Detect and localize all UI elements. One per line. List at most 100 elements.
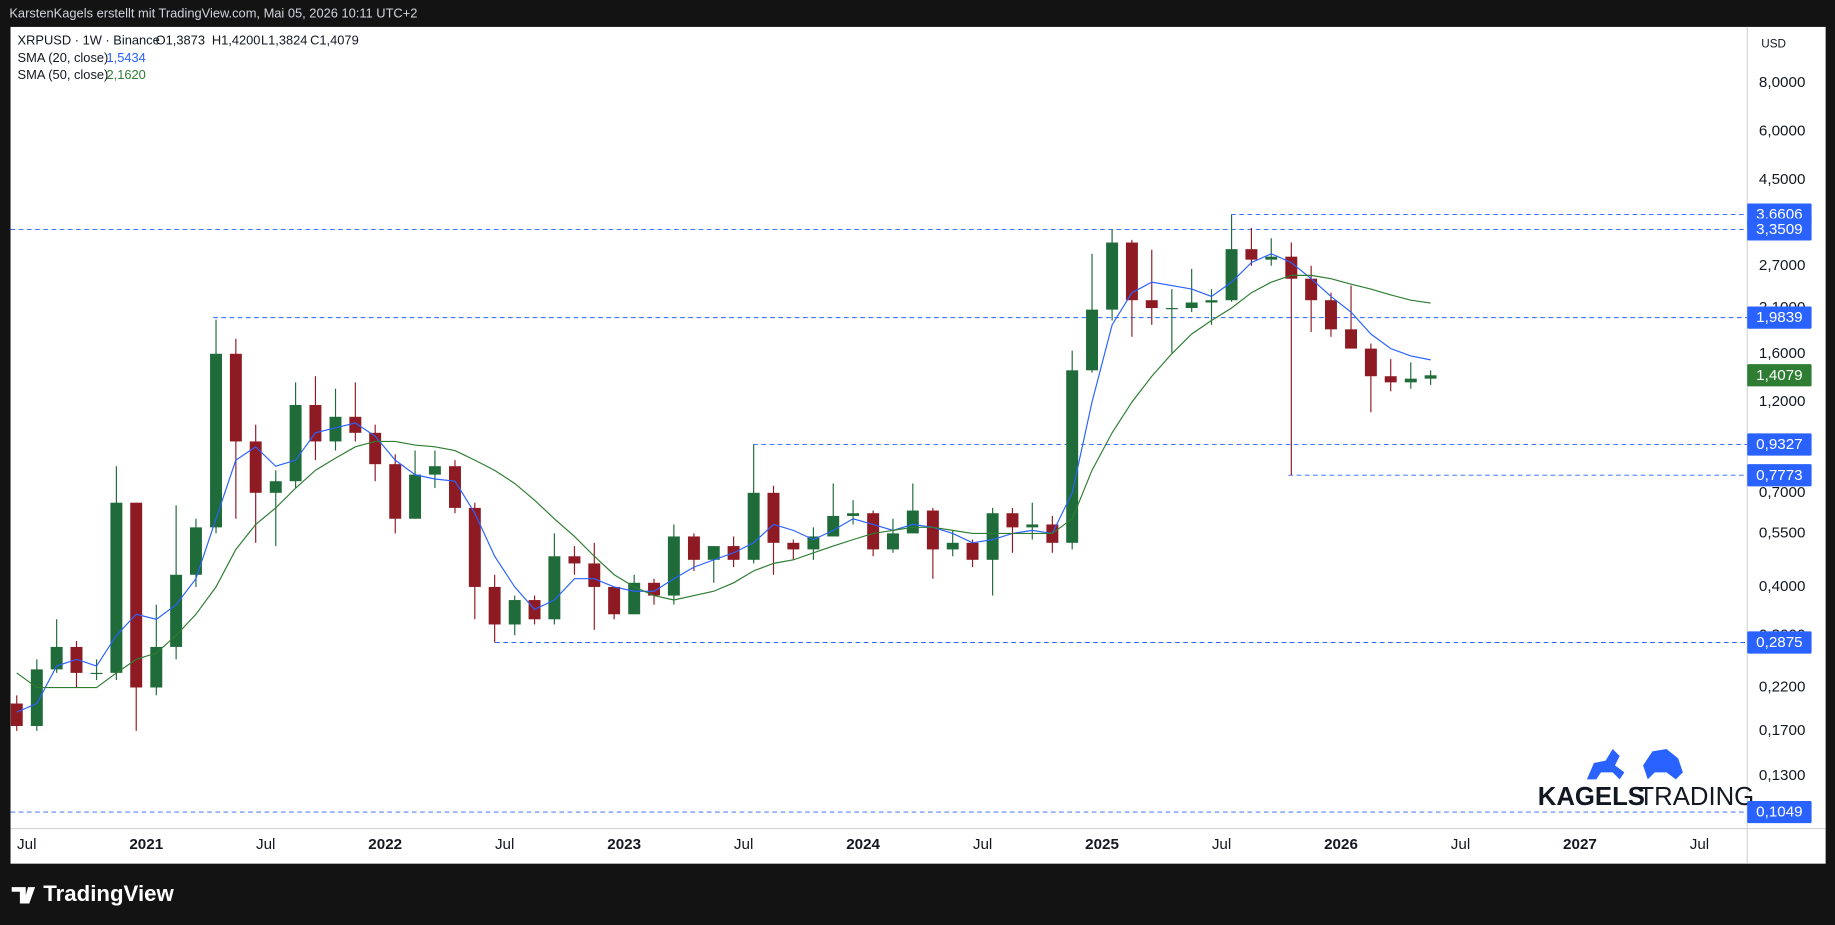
y-tick-label: 0,1700 <box>1759 722 1806 739</box>
y-tick-label: 0,1300 <box>1759 767 1806 784</box>
candle-body <box>787 542 800 550</box>
candle-body <box>687 536 700 560</box>
candle-body <box>50 646 63 670</box>
x-tick-label: Jul <box>973 836 992 853</box>
candle-body <box>289 404 302 482</box>
attribution: KarstenKagels erstellt mit TradingView.c… <box>9 5 417 20</box>
candle-body <box>588 563 601 587</box>
candle-body <box>1006 513 1019 528</box>
y-tick-label: 1,2000 <box>1759 393 1806 410</box>
candle-body <box>409 474 422 519</box>
candle-body <box>170 574 183 647</box>
x-tick-label: 2024 <box>846 836 880 853</box>
x-tick-label: Jul <box>734 836 753 853</box>
candle-body <box>150 646 163 688</box>
level-label: 0,9327 <box>1756 436 1803 453</box>
candle-body <box>887 533 899 550</box>
x-tick-label: 2023 <box>607 836 641 853</box>
candle-body <box>1424 375 1437 379</box>
candle-body <box>428 466 441 475</box>
candle-body <box>1225 249 1238 301</box>
candle-body <box>210 353 223 528</box>
x-tick-label: 2027 <box>1563 836 1597 853</box>
footer-brand: TradingView <box>43 881 174 906</box>
candle-body <box>906 510 919 534</box>
candle-body <box>369 432 382 465</box>
ohlc-label: H1,4200 <box>212 32 261 47</box>
panel <box>10 26 1826 864</box>
x-tick-label: Jul <box>495 836 514 853</box>
candle-body <box>468 507 481 587</box>
x-tick-label: 2021 <box>129 836 163 853</box>
candle-body <box>1384 376 1397 383</box>
candle-body <box>867 513 880 550</box>
level-label: 0,1049 <box>1756 804 1803 821</box>
candle-body <box>1305 278 1318 301</box>
watermark-regular: TRADING <box>1638 783 1754 811</box>
candle-body <box>747 492 760 560</box>
candle-body <box>1265 256 1278 260</box>
candle-body <box>1185 302 1198 309</box>
candle-body <box>1325 300 1337 330</box>
candle-body <box>449 466 461 508</box>
level-label-box <box>1747 306 1812 329</box>
candle-body <box>807 536 820 550</box>
symbol: XRPUSD · 1W · Binance <box>18 32 160 47</box>
x-tick-label: Jul <box>1690 836 1709 853</box>
legend-value: 1,5434 <box>106 50 145 65</box>
candle-body <box>628 582 641 615</box>
currency: USD <box>1761 38 1786 51</box>
candle-body <box>1205 300 1218 303</box>
candle-body <box>568 556 581 564</box>
candle-body <box>189 527 202 575</box>
candle-body <box>1145 300 1158 309</box>
level-label-box <box>1747 218 1812 241</box>
last-price-box <box>1747 364 1812 387</box>
candle-body <box>269 481 282 493</box>
x-tick-label: 2022 <box>368 836 402 853</box>
candle-body <box>229 353 242 442</box>
level-label-box <box>1747 433 1812 456</box>
x-tick-label: 2026 <box>1324 836 1358 853</box>
candle-body <box>30 669 43 726</box>
candle-body <box>1285 256 1298 279</box>
candle-body <box>946 542 959 550</box>
y-tick-label: 0,4000 <box>1759 578 1806 595</box>
candle-body <box>648 582 661 596</box>
y-tick-label: 4,5000 <box>1759 171 1806 188</box>
y-tick-label: 8,0000 <box>1759 74 1806 91</box>
candle-body <box>349 416 362 433</box>
candle-body <box>548 556 561 620</box>
level-label-box <box>1747 464 1812 487</box>
candle-body <box>1165 308 1178 310</box>
candle-body <box>389 464 402 519</box>
candle-body <box>130 502 143 688</box>
y-tick-label: 0,2200 <box>1759 679 1806 696</box>
candle-body <box>1106 242 1119 310</box>
x-tick-label: Jul <box>256 836 275 853</box>
level-label-box <box>1747 631 1812 654</box>
y-tick-label: 6,0000 <box>1759 122 1806 139</box>
level-label-box <box>1747 800 1812 824</box>
level-label: 1,9839 <box>1756 309 1803 326</box>
level-label: 0,2875 <box>1756 634 1803 651</box>
level-label: 0,7773 <box>1756 467 1803 484</box>
ohlc-label: C1,4079 <box>310 32 359 47</box>
candle-body <box>1404 378 1417 383</box>
legend-name: SMA (20, close) <box>18 50 109 65</box>
candle-body <box>667 536 680 596</box>
candle-body <box>1026 524 1039 528</box>
y-tick-label: 0,5500 <box>1759 524 1806 541</box>
x-tick-label: Jul <box>17 836 36 853</box>
candle-body <box>608 586 621 615</box>
x-tick-label: 2025 <box>1085 836 1119 853</box>
legend-value: 2,1620 <box>106 67 145 82</box>
candle-body <box>90 672 103 675</box>
candle-body <box>847 513 860 516</box>
level-label: 3,3509 <box>1756 221 1803 238</box>
ohlc-label: O1,3873 <box>156 32 205 47</box>
y-tick-label: 2,7000 <box>1759 257 1806 274</box>
candle-body <box>1086 309 1098 371</box>
